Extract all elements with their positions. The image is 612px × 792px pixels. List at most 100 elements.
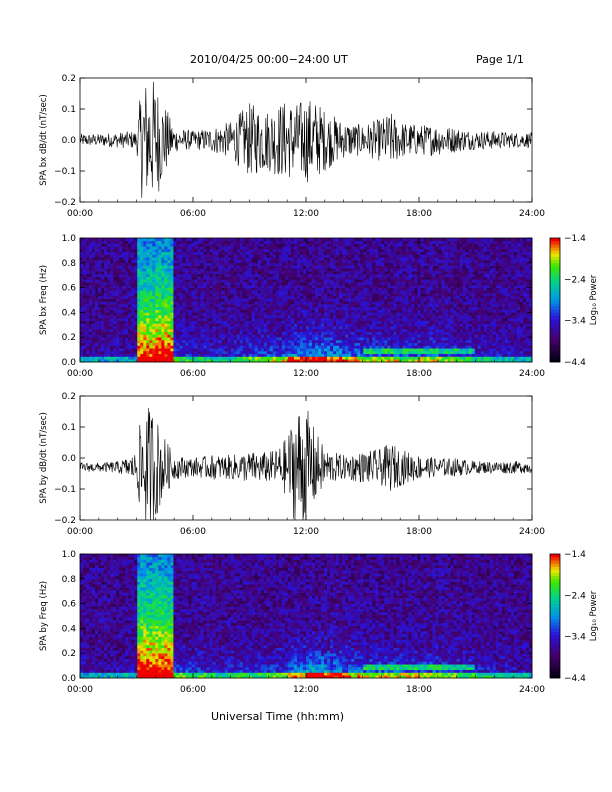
heatmap-cell [378, 298, 382, 302]
heatmap-cell [281, 337, 286, 341]
heatmap-cell [152, 350, 156, 355]
heatmap-cell [381, 290, 385, 294]
heatmap-cell [299, 304, 304, 308]
heatmap-cell [363, 328, 367, 332]
heatmap-cell [197, 315, 201, 319]
heatmap-cell [324, 238, 328, 242]
heatmap-cell [372, 279, 376, 283]
heatmap-cell [375, 350, 379, 355]
heatmap-cell [110, 254, 114, 258]
heatmap-cell [384, 304, 388, 308]
heatmap-cell [351, 312, 355, 316]
heatmap-cell [357, 315, 361, 319]
heatmap-cell [269, 246, 274, 250]
heatmap-cell [302, 323, 307, 327]
heatmap-cell [194, 265, 198, 269]
heatmap-cell [131, 342, 135, 346]
heatmap-cell [245, 246, 250, 250]
heatmap-cell [399, 337, 403, 341]
heatmap-cell [348, 323, 352, 327]
heatmap-cell [363, 284, 367, 288]
heatmap-cell [360, 290, 364, 294]
heatmap-cell [128, 334, 132, 338]
heatmap-cell [143, 287, 147, 291]
heatmap-cell [324, 350, 328, 355]
heatmap-cell [110, 328, 114, 332]
heatmap-cell [116, 309, 120, 313]
heatmap-cell [104, 240, 108, 244]
heatmap-cell [275, 273, 280, 277]
heatmap-cell [185, 298, 189, 302]
heatmap-cell [152, 251, 156, 255]
heatmap-cell [206, 238, 210, 242]
heatmap-cell [176, 243, 180, 247]
heatmap-cell [197, 271, 201, 275]
heatmap-cell [176, 334, 180, 338]
heatmap-cell [281, 287, 286, 291]
heatmap-cell [366, 350, 370, 355]
heatmap-cell [402, 254, 406, 258]
heatmap-cell [266, 293, 271, 297]
heatmap-cell [194, 282, 198, 286]
heatmap-cell [104, 326, 108, 330]
heatmap-cell [137, 326, 141, 330]
heatmap-cell [173, 276, 177, 280]
heatmap-cell [254, 290, 259, 294]
heatmap-cell [330, 353, 334, 357]
heatmap-cell [318, 339, 322, 344]
heatmap-cell [218, 323, 222, 327]
heatmap-cell [206, 293, 210, 297]
heatmap-cell [351, 262, 355, 266]
heatmap-cell [266, 240, 271, 244]
heatmap-cell [206, 317, 210, 321]
heatmap-cell [182, 304, 186, 308]
heatmap-cell [221, 273, 225, 277]
heatmap-cell [86, 339, 90, 344]
heatmap-cell [167, 317, 171, 321]
heatmap-cell [161, 284, 165, 288]
heatmap-cell [86, 276, 90, 280]
heatmap-cell [260, 260, 265, 264]
heatmap-cell [345, 243, 349, 247]
heatmap-cell [384, 323, 388, 327]
heatmap-cell [327, 323, 331, 327]
heatmap-cell [324, 249, 328, 253]
heatmap-cell [239, 298, 244, 302]
heatmap-cell [309, 298, 313, 302]
heatmap-cell [254, 238, 259, 242]
heatmap-cell [152, 337, 156, 341]
heatmap-cell [206, 315, 210, 319]
heatmap-cell [284, 317, 289, 321]
heatmap-cell [333, 268, 337, 272]
heatmap-cell [170, 246, 174, 250]
heatmap-cell [227, 350, 231, 355]
heatmap-cell [158, 254, 162, 258]
heatmap-cell [140, 293, 144, 297]
heatmap-cell [393, 337, 397, 341]
heatmap-cell [110, 262, 114, 266]
heatmap-cell [257, 249, 262, 253]
heatmap-cell [80, 268, 84, 272]
heatmap-cell [281, 240, 286, 244]
heatmap-cell [333, 282, 337, 286]
heatmap-cell [309, 284, 313, 288]
heatmap-cell [122, 290, 126, 294]
heatmap-cell [330, 238, 334, 242]
heatmap-cell [315, 282, 319, 286]
heatmap-cell [339, 276, 343, 280]
heatmap-cell [351, 295, 355, 299]
heatmap-cell [185, 309, 189, 313]
heatmap-cell [306, 293, 310, 297]
heatmap-cell [333, 243, 337, 247]
heatmap-cell [351, 282, 355, 286]
heatmap-cell [101, 251, 105, 255]
heatmap-cell [218, 249, 222, 253]
heatmap-cell [390, 312, 394, 316]
heatmap-cell [143, 312, 147, 316]
heatmap-cell [348, 320, 352, 324]
heatmap-cell [405, 295, 409, 299]
heatmap-cell [80, 290, 84, 294]
heatmap-cell [86, 293, 90, 297]
heatmap-cell [224, 273, 228, 277]
heatmap-cell [92, 334, 96, 338]
